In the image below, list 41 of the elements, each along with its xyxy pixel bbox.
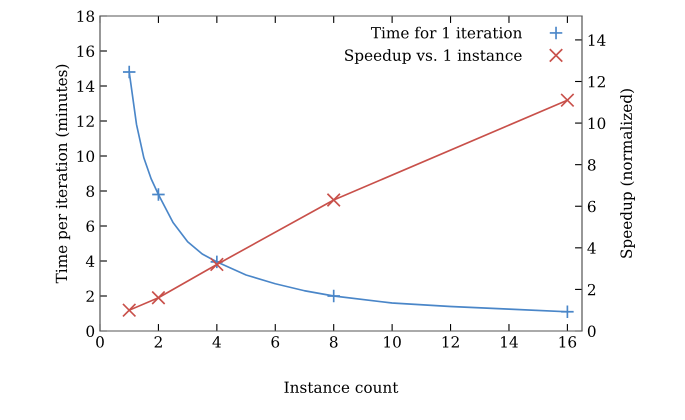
x-axis-title: Instance count [284,382,398,394]
y2-tick-label: 0 [588,325,596,338]
y-tick-label: 10 [78,150,94,162]
point [326,288,341,304]
y2-tick-label: 2 [588,284,596,296]
point [560,93,574,108]
point [210,254,224,269]
x-tick-label: 2 [154,336,162,348]
point [122,64,136,80]
y2-tick-label: 8 [588,159,596,171]
x-tick-label: 10 [384,336,401,348]
y-tick-label: 2 [86,290,94,302]
y-tick-label: 14 [78,80,94,92]
x-tick-label: 16 [560,336,576,348]
point [151,187,166,202]
x-tick-label: 6 [271,336,280,348]
point [151,290,166,305]
x-tick-label: 0 [96,336,104,348]
x-tick-label: 14 [501,336,518,348]
y2-tick-label: 4 [587,242,596,254]
point [210,257,224,272]
x-tick-label: 4 [212,336,221,348]
y2-tick-label: 14 [588,34,606,46]
y-axis-title: Time per iteration (minutes) [55,64,70,284]
point [122,303,136,318]
y-tick-label: 16 [78,45,94,58]
y2-axis-title: Speedup (normalized) [620,89,635,258]
legend-label: Time for 1 iteration [370,26,522,39]
point [326,192,341,208]
legend-label: Speedup vs. 1 instance [345,49,522,64]
y2-tick-label: 10 [588,118,606,130]
y-tick-label: 6 [86,220,94,232]
y-tick-label: 18 [78,10,94,22]
y2-tick-label: 12 [588,76,605,88]
x-tick-label: 12 [442,336,459,348]
x-tick-label: 8 [330,336,338,348]
y2-tick-label: 6 [588,200,596,212]
y-tick-label: 12 [78,115,94,127]
y-tick-label: 8 [86,185,94,198]
y-tick-label: 0 [86,325,94,338]
y-tick-label: 4 [86,255,94,267]
